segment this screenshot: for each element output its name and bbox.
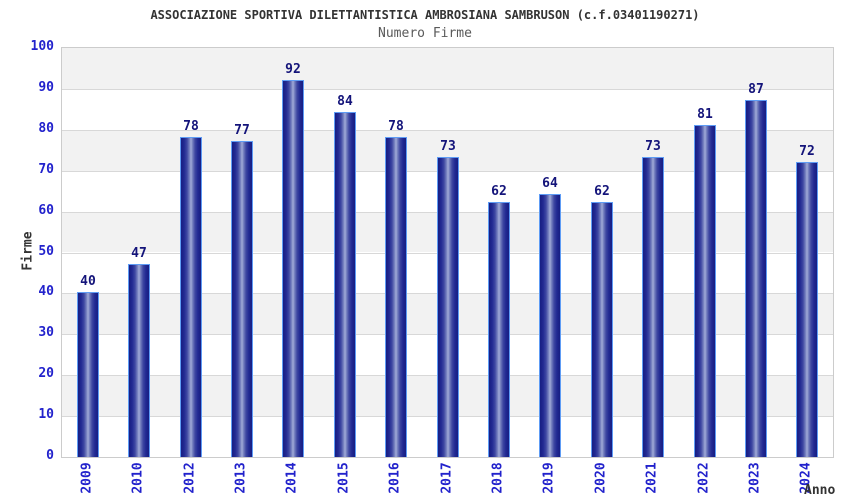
chart-subtitle: Numero Firme (378, 26, 472, 41)
x-tick-label: 2015 (336, 462, 352, 494)
bar-2019 (539, 194, 561, 457)
y-tick-label: 0 (46, 448, 54, 463)
bar-2022 (694, 125, 716, 457)
gridline (62, 88, 833, 90)
plot-band (62, 88, 833, 130)
bar-value-label: 84 (337, 94, 353, 109)
x-tick-label: 2012 (182, 462, 198, 494)
bar-2018 (488, 202, 510, 457)
chart-title: ASSOCIAZIONE SPORTIVA DILETTANTISTICA AM… (150, 8, 700, 22)
x-tick-label: 2017 (439, 462, 455, 494)
x-tick-label: 2014 (284, 462, 300, 494)
gridline (62, 129, 833, 131)
x-tick-label: 2013 (233, 462, 249, 494)
x-tick-label: 2023 (747, 462, 763, 494)
x-tick-label: 2018 (490, 462, 506, 494)
y-tick-label: 60 (38, 203, 54, 218)
y-tick-label: 20 (38, 366, 54, 381)
bar-2012 (180, 137, 202, 457)
bar-value-label: 77 (234, 123, 250, 138)
plot-area: 40 47 78 77 92 84 78 73 62 64 62 73 81 87 72 (61, 47, 834, 458)
bar-value-label: 78 (388, 119, 404, 134)
bar-value-label: 78 (183, 119, 199, 134)
y-axis-label: Firme (20, 231, 36, 271)
bar-2017 (437, 157, 459, 457)
bar-value-label: 72 (799, 144, 815, 159)
y-tick-label: 40 (38, 284, 54, 299)
bar-2021 (642, 157, 664, 457)
x-tick-label: 2021 (644, 462, 660, 494)
bar-2009 (77, 292, 99, 457)
y-tick-label: 90 (38, 80, 54, 95)
bar-value-label: 62 (594, 184, 610, 199)
y-tick-label: 10 (38, 407, 54, 422)
x-tick-label: 2016 (387, 462, 403, 494)
bar-value-label: 87 (748, 82, 764, 97)
bar-value-label: 73 (440, 139, 456, 154)
x-tick-label: 2009 (79, 462, 95, 494)
bar-value-label: 73 (645, 139, 661, 154)
bar-value-label: 47 (131, 246, 147, 261)
bar-2016 (385, 137, 407, 457)
bar-value-label: 64 (542, 176, 558, 191)
bar-2024 (796, 162, 818, 457)
x-axis-label: Anno (804, 483, 836, 498)
x-tick-label: 2020 (593, 462, 609, 494)
y-tick-label: 100 (30, 39, 54, 54)
bar-value-label: 62 (491, 184, 507, 199)
x-tick-label: 2019 (541, 462, 557, 494)
bar-2020 (591, 202, 613, 457)
bar-2013 (231, 141, 253, 457)
bar-2010 (128, 264, 150, 457)
x-tick-label: 2022 (696, 462, 712, 494)
bar-value-label: 81 (697, 107, 713, 122)
bar-2014 (282, 80, 304, 457)
bar-2015 (334, 112, 356, 457)
y-tick-label: 80 (38, 121, 54, 136)
y-tick-label: 70 (38, 162, 54, 177)
bar-value-label: 40 (80, 274, 96, 289)
x-tick-label: 2010 (130, 462, 146, 494)
y-tick-label: 30 (38, 325, 54, 340)
plot-band (62, 48, 833, 89)
bar-2023 (745, 100, 767, 457)
y-tick-label: 50 (38, 244, 54, 259)
bar-value-label: 92 (285, 62, 301, 77)
